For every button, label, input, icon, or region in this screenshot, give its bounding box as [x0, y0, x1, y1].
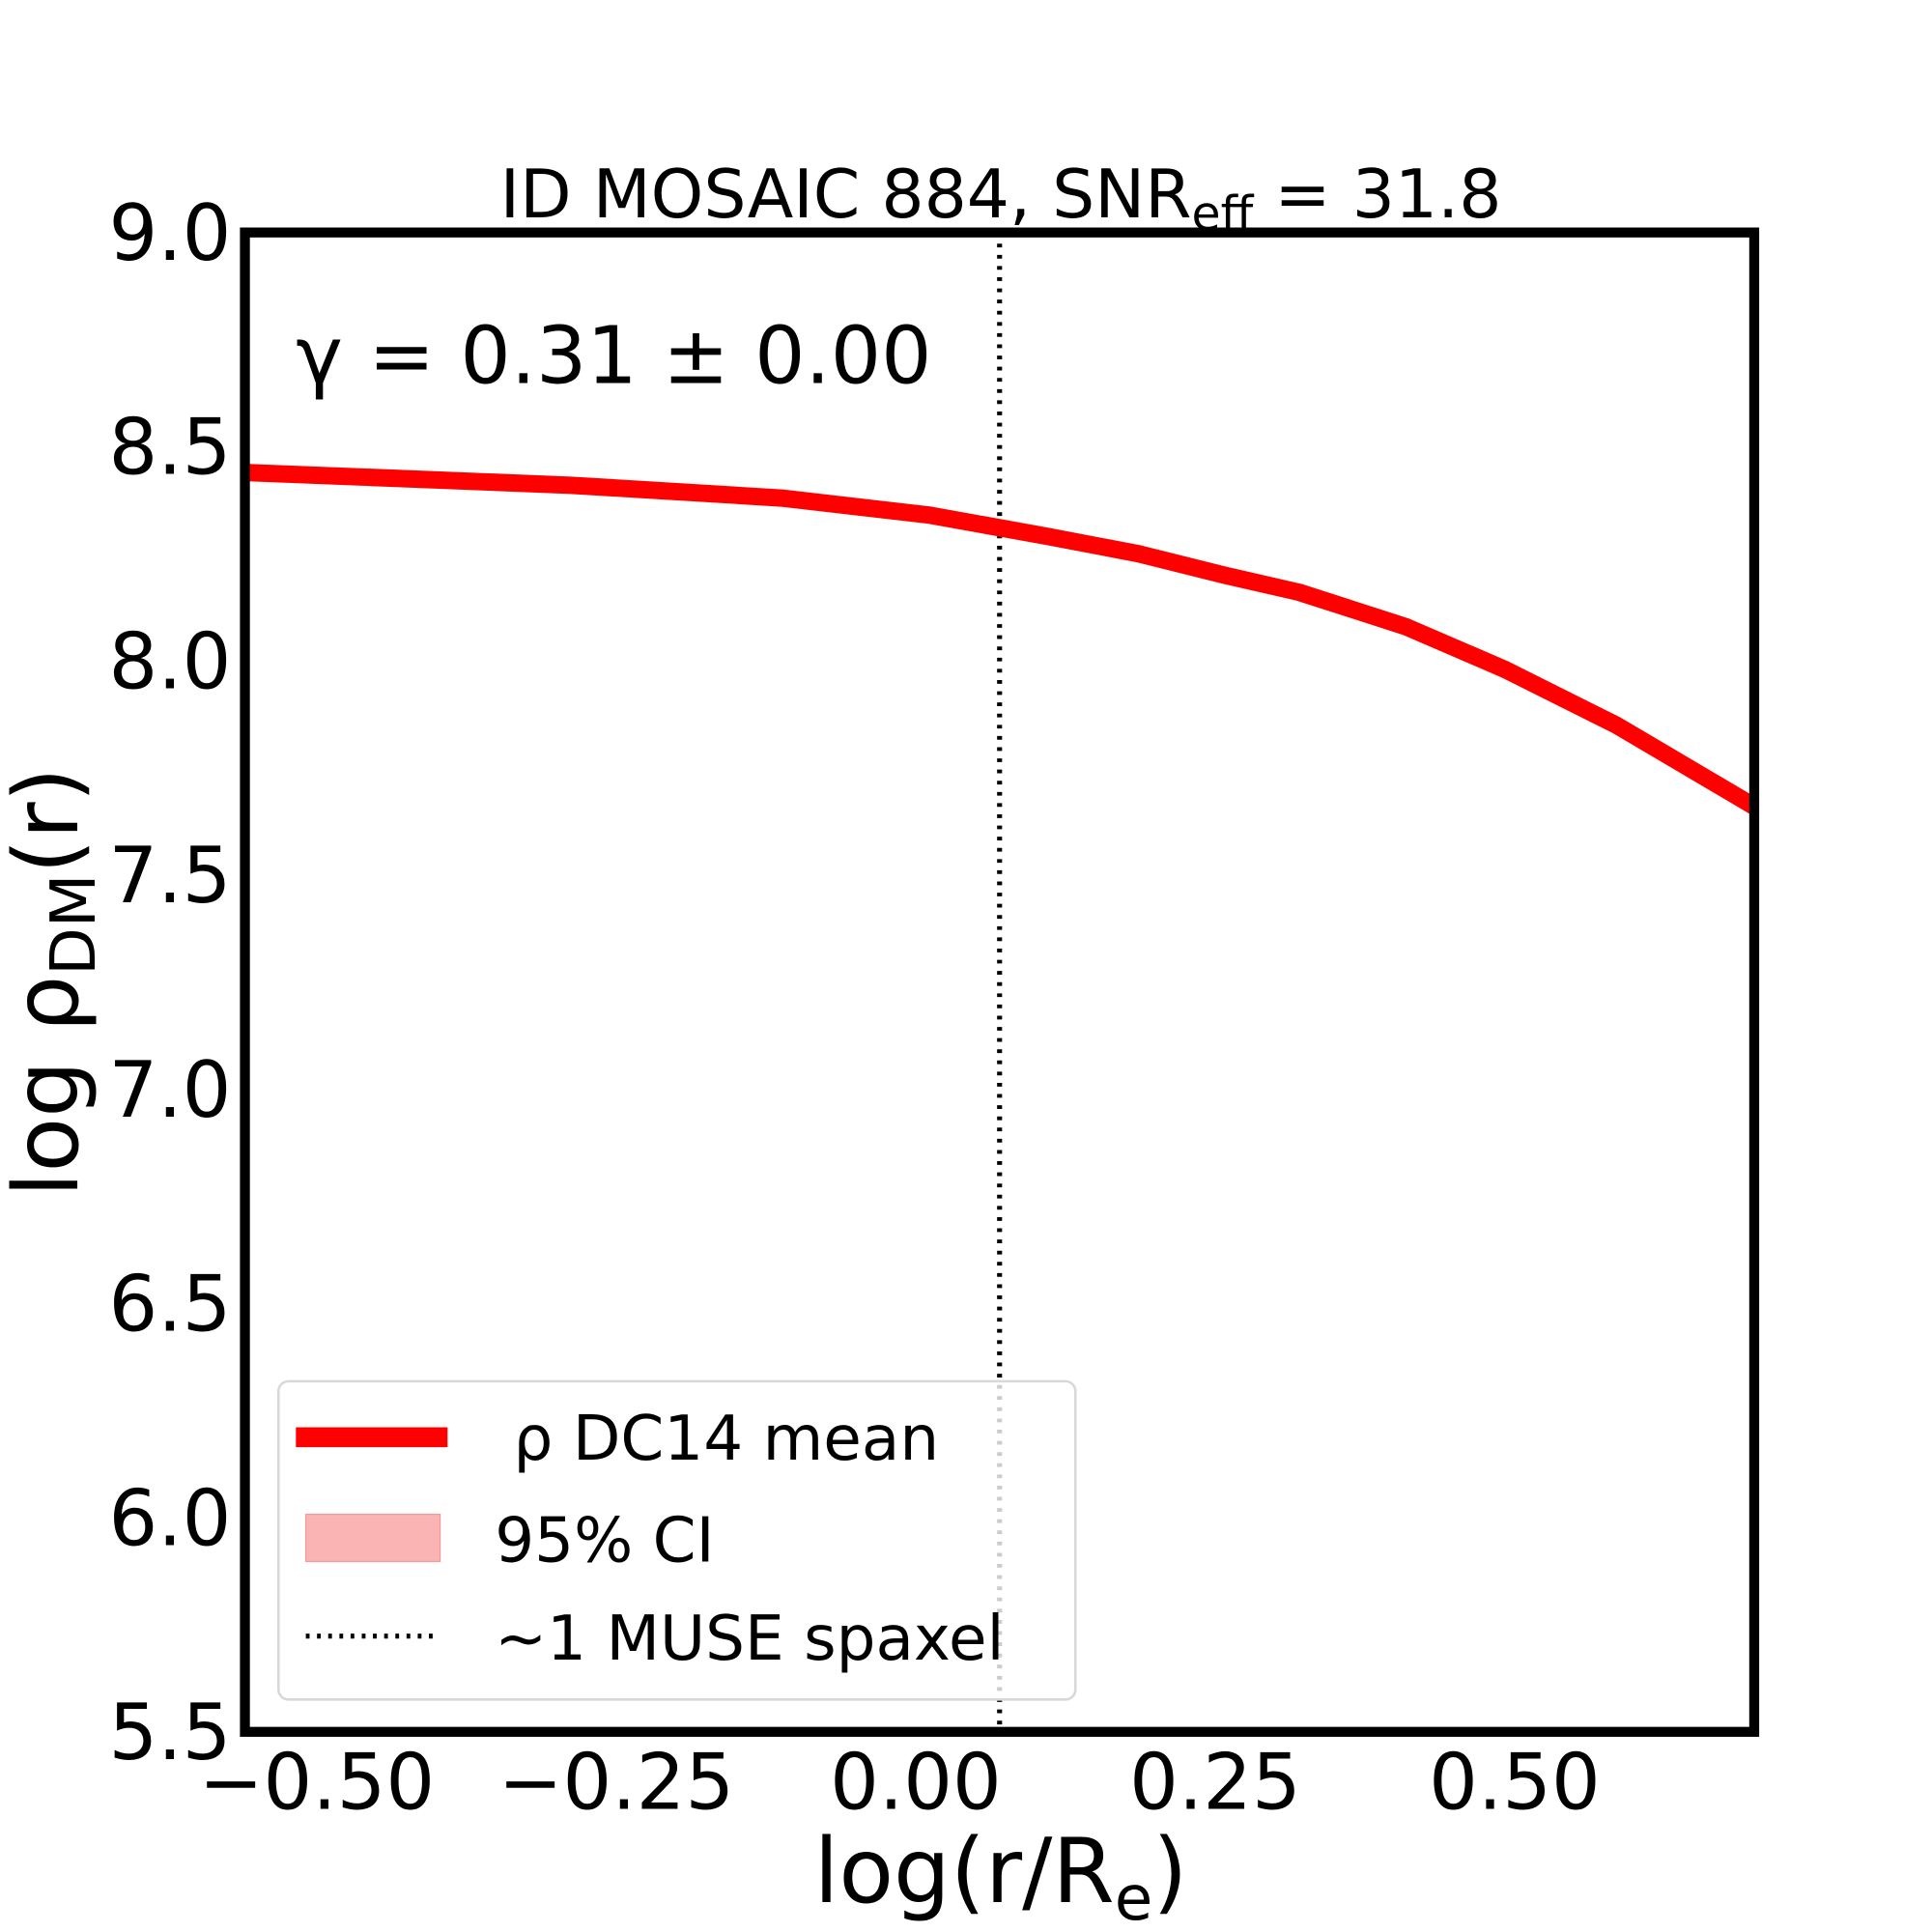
y-tick-label: 6.5: [108, 1260, 231, 1350]
y-tick-label: 6.0: [108, 1473, 231, 1563]
y-tick-label: 7.5: [108, 831, 231, 921]
y-tick-label: 8.5: [108, 403, 231, 493]
legend: ρ DC14 mean 95% CI ~1 MUSE spaxel: [277, 1379, 1077, 1701]
x-tick-label: 0.25: [1129, 1738, 1301, 1828]
x-tick-label: 0.50: [1429, 1738, 1601, 1828]
gamma-annotation: γ = 0.31 ± 0.00: [296, 310, 931, 402]
legend-swatch-ci: [304, 1513, 441, 1563]
y-tick-label: 5.5: [108, 1688, 231, 1777]
chart-title: ID MOSAIC 884, SNReff = 31.8: [500, 156, 1502, 242]
legend-label-spaxel: ~1 MUSE spaxel: [495, 1603, 1004, 1675]
dc14-mean-line: [244, 464, 1759, 814]
y-axis-label: log ρDM(r): [0, 767, 110, 1197]
legend-box: [277, 1379, 1077, 1701]
plot-frame: [240, 227, 1760, 1737]
y-tick-labels: 5.5 6.0 6.5 7.0 7.5 8.0 8.5 9.0: [108, 188, 231, 1777]
y-tick-label: 9.0: [108, 188, 231, 278]
x-tick-label: 0.00: [830, 1738, 1002, 1828]
plot-area: [244, 232, 1759, 1732]
x-axis-label: log(r/Re): [814, 1819, 1188, 1932]
x-tick-labels: −0.50 −0.25 0.00 0.25 0.50: [199, 1738, 1601, 1828]
y-tick-label: 7.0: [108, 1045, 231, 1135]
y-tick-label: 8.0: [108, 616, 231, 706]
x-tick-label: −0.50: [199, 1738, 436, 1828]
x-tick-label: −0.25: [498, 1738, 735, 1828]
legend-label-mean: ρ DC14 mean: [514, 1403, 940, 1475]
legend-label-ci: 95% CI: [495, 1504, 714, 1577]
